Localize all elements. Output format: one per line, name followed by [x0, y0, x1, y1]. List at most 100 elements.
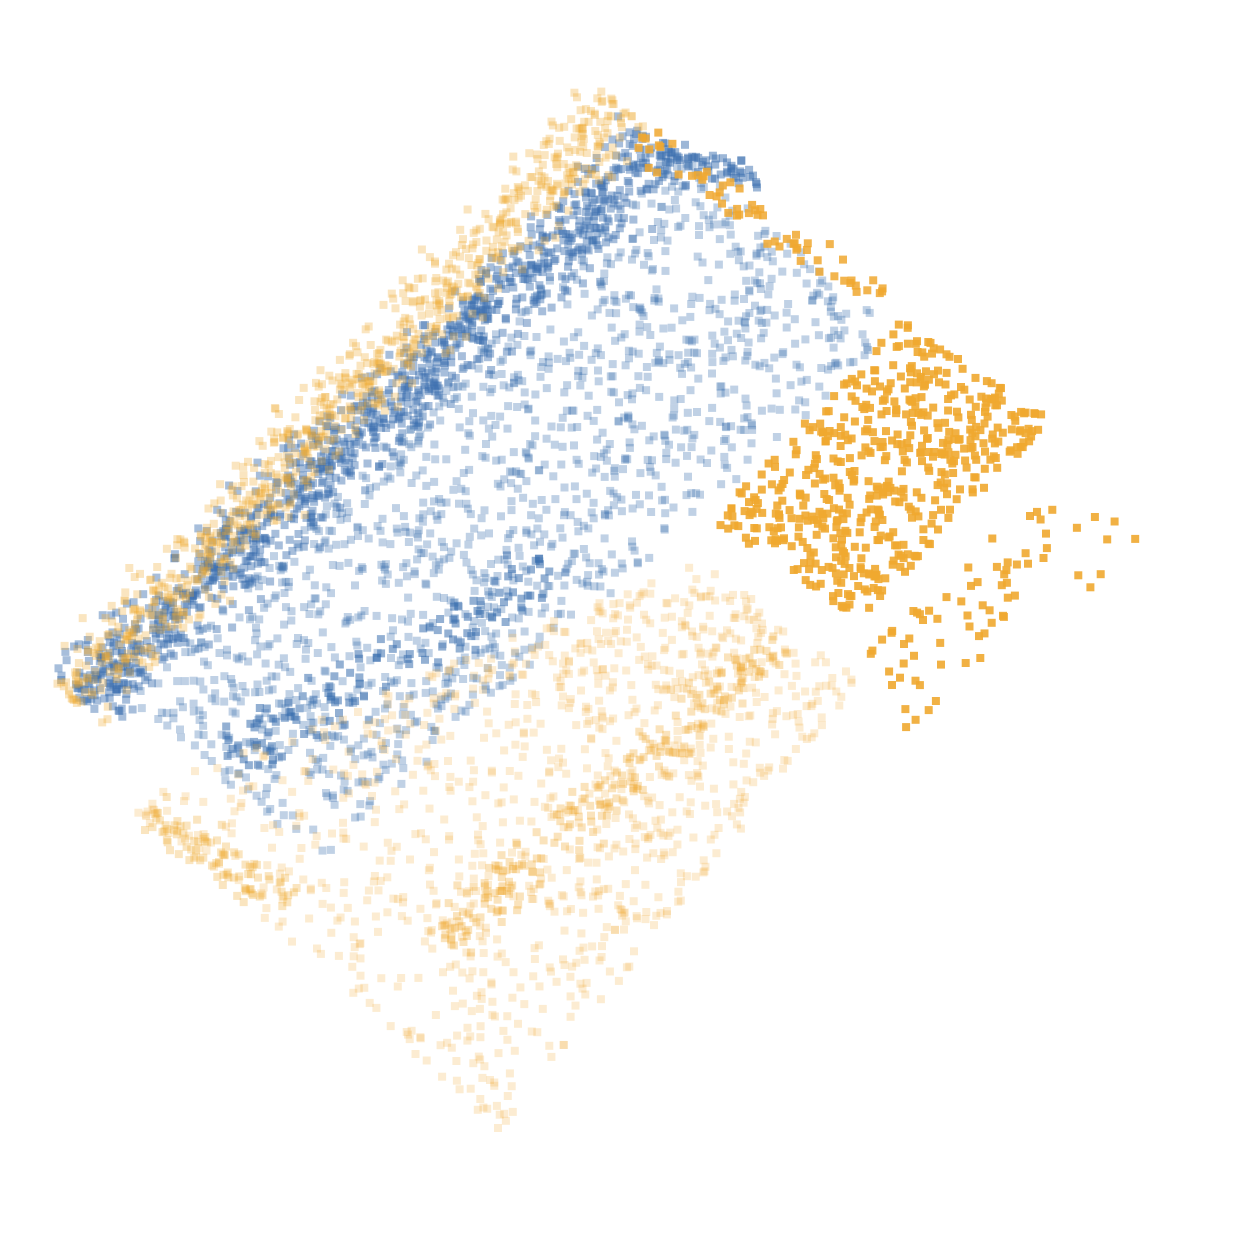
scatter-point	[824, 282, 833, 291]
scatter-point	[547, 303, 556, 312]
scatter-point	[417, 549, 426, 558]
scatter-point	[286, 473, 295, 482]
scatter-point	[241, 541, 250, 550]
scatter-point	[882, 452, 891, 461]
scatter-point	[590, 111, 599, 119]
scatter-point	[281, 476, 290, 485]
scatter-point	[537, 172, 546, 180]
scatter-point	[406, 719, 415, 728]
scatter-point	[665, 158, 674, 167]
scatter-point	[554, 149, 562, 158]
scatter-point	[262, 506, 271, 515]
scatter-point	[521, 852, 530, 861]
scatter-point	[579, 262, 588, 271]
scatter-point	[280, 464, 289, 473]
scatter-point	[524, 453, 533, 462]
scatter-point	[409, 392, 418, 401]
scatter-point	[287, 477, 296, 486]
scatter-point	[520, 332, 529, 340]
scatter-point	[468, 797, 477, 806]
scatter-point	[575, 243, 584, 252]
scatter-point	[399, 324, 408, 333]
scatter-point	[357, 373, 366, 382]
scatter-point	[669, 503, 678, 512]
scatter-point	[684, 725, 693, 734]
scatter-point	[271, 726, 280, 735]
scatter-point	[640, 610, 648, 619]
scatter-point	[137, 646, 145, 655]
scatter-point	[345, 402, 354, 411]
scatter-point	[746, 173, 755, 182]
scatter-point	[205, 560, 214, 569]
scatter-point	[516, 242, 525, 251]
scatter-point	[635, 327, 644, 336]
scatter-point	[772, 707, 781, 716]
scatter-point	[598, 187, 607, 196]
scatter-point	[260, 751, 269, 760]
scatter-point	[271, 404, 280, 413]
scatter-point	[98, 678, 107, 687]
scatter-point	[723, 463, 732, 472]
scatter-point	[172, 613, 181, 622]
scatter-point	[282, 551, 291, 560]
scatter-point	[294, 530, 303, 538]
scatter-point	[795, 363, 804, 372]
scatter-point	[632, 704, 641, 713]
scatter-point	[872, 347, 881, 356]
scatter-point	[253, 572, 262, 581]
scatter-point	[105, 680, 114, 689]
scatter-point	[173, 638, 182, 647]
scatter-point	[388, 711, 397, 720]
scatter-point	[538, 307, 547, 316]
scatter-point	[432, 325, 441, 333]
scatter-point	[477, 618, 486, 627]
scatter-point	[278, 895, 287, 904]
scatter-point	[468, 333, 477, 342]
scatter-point	[429, 378, 438, 387]
scatter-point	[342, 467, 351, 476]
scatter-point	[653, 218, 662, 226]
scatter-point	[720, 696, 728, 705]
scatter-point	[207, 621, 215, 630]
scatter-point	[379, 687, 387, 695]
scatter-point	[432, 592, 441, 601]
scatter-point	[302, 426, 311, 435]
scatter-point	[587, 811, 595, 820]
scatter-point	[734, 256, 743, 265]
scatter-point	[685, 563, 694, 572]
scatter-point	[403, 328, 411, 337]
scatter-point	[661, 495, 669, 504]
scatter-point	[699, 622, 708, 631]
scatter-point	[173, 586, 182, 595]
scatter-point	[301, 767, 310, 776]
scatter-point	[326, 695, 335, 704]
scatter-point	[654, 685, 663, 694]
scatter-point	[403, 361, 412, 369]
scatter-point	[145, 819, 154, 828]
scatter-point	[425, 253, 434, 262]
scatter-point	[643, 249, 652, 257]
scatter-point	[392, 676, 401, 685]
scatter-point	[683, 358, 692, 366]
scatter-point	[169, 611, 178, 620]
scatter-point	[605, 308, 614, 317]
scatter-point	[309, 479, 317, 488]
scatter-point	[642, 184, 651, 193]
scatter-point	[645, 773, 654, 781]
scatter-point	[616, 637, 625, 646]
scatter-point	[229, 507, 238, 516]
scatter-point	[106, 673, 115, 682]
scatter-point	[829, 293, 838, 302]
scatter-point	[293, 488, 302, 497]
scatter-point	[212, 567, 221, 576]
scatter-point	[253, 559, 262, 568]
scatter-point	[515, 892, 524, 901]
scatter-point	[739, 262, 748, 271]
scatter-point	[598, 428, 607, 437]
scatter-point	[374, 775, 383, 784]
scatter-point	[513, 183, 522, 191]
scatter-point	[304, 639, 313, 647]
scatter-point	[182, 588, 190, 597]
scatter-point	[464, 315, 473, 324]
scatter-point	[690, 588, 699, 597]
